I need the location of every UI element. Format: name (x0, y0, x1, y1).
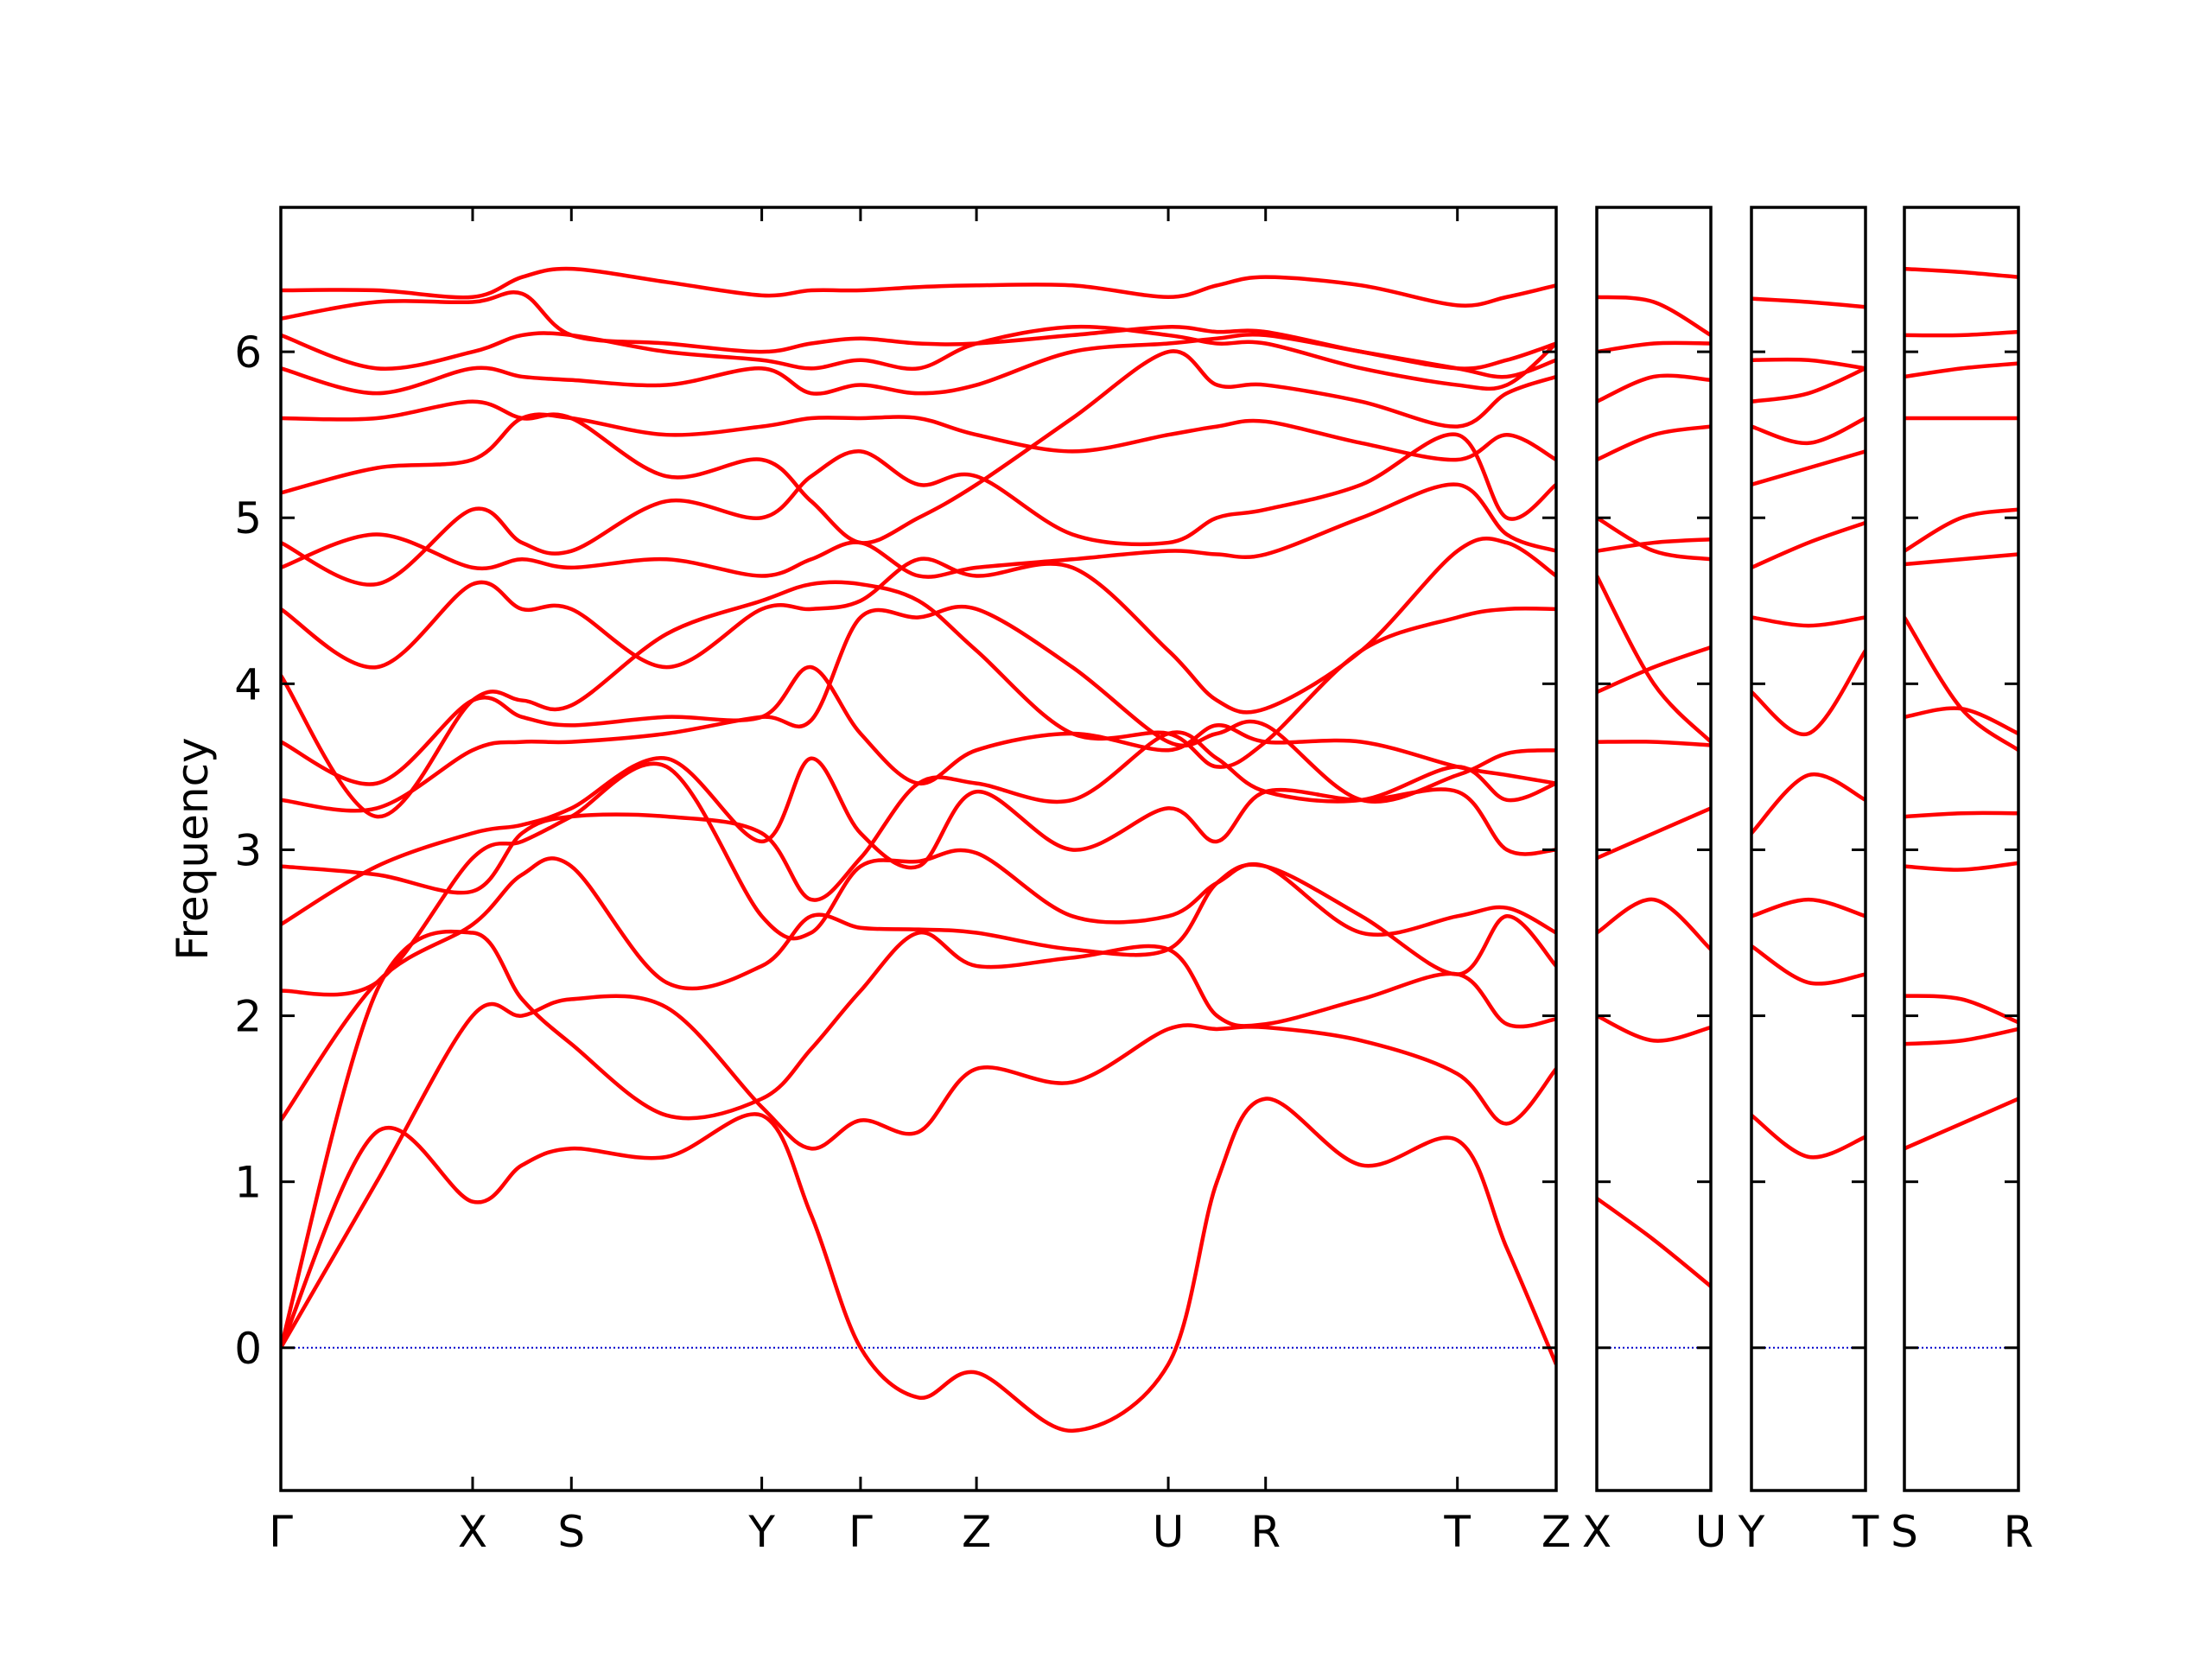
band-line (281, 482, 1556, 579)
x-tick-label: R (2004, 1507, 2034, 1557)
y-tick-label: 0 (234, 1324, 262, 1374)
axes-frame (1595, 206, 1713, 1492)
x-tick-label: Z (1541, 1507, 1571, 1557)
band-line (281, 604, 1556, 813)
band-line (1904, 552, 2018, 567)
x-tick-label: Y (1738, 1507, 1765, 1557)
band-line (1597, 740, 1711, 747)
band-line (1597, 516, 1711, 562)
band-line (1751, 366, 1866, 404)
band-line (1751, 296, 1866, 309)
band-line (1751, 944, 1866, 986)
band-line (1751, 897, 1866, 918)
band-line (1751, 772, 1866, 835)
plot-area (1904, 266, 2018, 1349)
axes-frame (1903, 206, 2020, 1492)
y-tick-label: 6 (234, 327, 262, 378)
y-tick-label: 3 (234, 825, 262, 875)
plot-area (281, 266, 1556, 1433)
axes-frame (279, 206, 1558, 1492)
band-line (1904, 1096, 2018, 1151)
x-tick-label: S (1891, 1507, 1918, 1557)
band-line (1597, 340, 1711, 354)
band-line (281, 349, 1556, 545)
band-line (1597, 806, 1711, 861)
x-tick-label: T (1852, 1507, 1879, 1557)
x-tick-label: U (1695, 1507, 1727, 1557)
y-tick-label: 2 (234, 992, 262, 1042)
band-line (281, 432, 1556, 587)
x-tick-label: U (1153, 1507, 1185, 1557)
band-line (281, 290, 1556, 371)
x-tick-label: Y (747, 1507, 775, 1557)
x-tick-label: S (557, 1507, 585, 1557)
band-line (1904, 706, 2018, 736)
band-line (1904, 1027, 2018, 1046)
band-line (281, 929, 1556, 1349)
band-line (1597, 424, 1711, 462)
band-line (1751, 357, 1866, 371)
y-tick-label: 5 (234, 493, 262, 543)
x-tick-label: Γ (269, 1507, 293, 1557)
plot-area (1751, 296, 1866, 1349)
y-tick-label: 1 (234, 1158, 262, 1208)
y-tick-label: 4 (234, 659, 262, 709)
y-axis-label: Frequency (168, 737, 218, 960)
band-line (1904, 616, 2018, 753)
x-tick-label: Z (962, 1507, 991, 1557)
band-line (281, 730, 1556, 902)
band-line (1904, 810, 2018, 819)
band-line (1597, 373, 1711, 404)
band-line (1904, 329, 2018, 338)
band-line (281, 664, 1556, 786)
band-line (1751, 615, 1866, 628)
band-line (281, 756, 1556, 926)
x-tick-label: X (1582, 1507, 1611, 1557)
band-line (1904, 266, 2018, 279)
band-line (1751, 449, 1866, 486)
x-tick-label: R (1250, 1507, 1281, 1557)
band-line (1904, 861, 2018, 872)
band-line (1597, 537, 1711, 553)
band-line (1597, 295, 1711, 337)
band-line (1597, 645, 1711, 695)
band-line (281, 536, 1556, 715)
band-line (1597, 1014, 1711, 1043)
x-tick-label: T (1443, 1507, 1471, 1557)
band-line (1904, 361, 2018, 379)
x-tick-label: Γ (849, 1507, 873, 1557)
band-line (1904, 994, 2018, 1025)
band-line (281, 1096, 1556, 1433)
axes-frame (1750, 206, 1867, 1492)
band-line (1751, 649, 1866, 737)
band-line (281, 266, 1556, 308)
band-line (1751, 1114, 1866, 1160)
band-line (281, 856, 1556, 1122)
plot-area (1597, 295, 1711, 1349)
band-line (1751, 416, 1866, 446)
band-line (281, 994, 1556, 1349)
x-tick-label: X (458, 1507, 487, 1557)
band-line (281, 324, 1556, 391)
band-line (1904, 507, 2018, 553)
band-line (1597, 897, 1711, 951)
band-line (1751, 520, 1866, 569)
band-line (281, 412, 1556, 495)
band-line (1597, 575, 1711, 744)
band-line (1597, 1197, 1711, 1288)
